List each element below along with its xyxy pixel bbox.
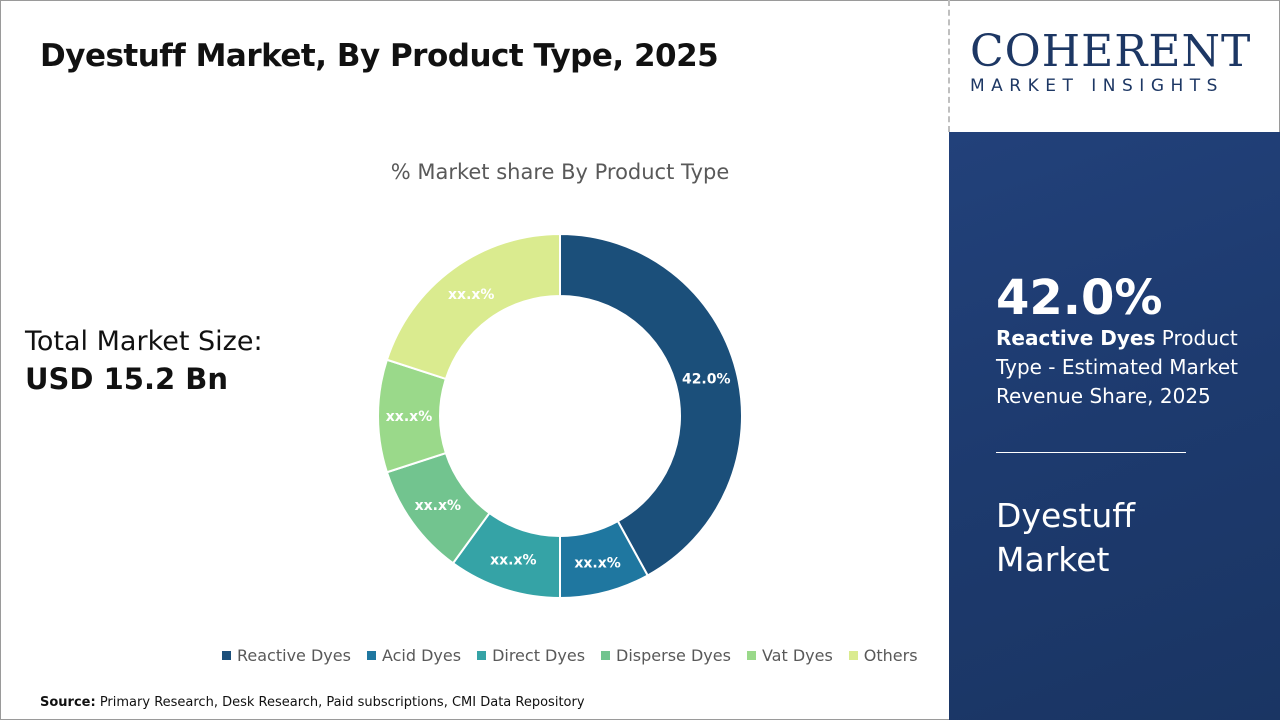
logo-main: COHERENT: [970, 26, 1252, 77]
legend-item: Disperse Dyes: [601, 646, 731, 665]
source-note: Source: Primary Research, Desk Research,…: [40, 695, 585, 710]
legend-swatch: [366, 651, 376, 660]
total-market-value: USD 15.2 Bn: [25, 362, 228, 396]
legend-swatch: [746, 651, 756, 660]
legend-item: Vat Dyes: [746, 646, 833, 665]
data-label: xx.x%: [490, 553, 536, 569]
legend-label: Direct Dyes: [492, 646, 586, 665]
legend-label: Others: [863, 646, 918, 665]
chart-title: % Market share By Product Type: [390, 160, 730, 184]
slice-others: [385, 232, 561, 381]
kpi-value: 42.0%: [996, 270, 1163, 326]
legend-label: Reactive Dyes: [237, 646, 351, 665]
legend-item: Acid Dyes: [366, 646, 462, 665]
data-label: xx.x%: [448, 287, 494, 303]
legend-swatch: [848, 651, 858, 660]
legend-swatch: [477, 651, 487, 660]
data-label: xx.x%: [415, 498, 461, 514]
legend-swatch: [222, 651, 231, 660]
kpi-segment: Reactive Dyes: [996, 326, 1156, 350]
data-label: xx.x%: [574, 555, 620, 571]
source-text: Primary Research, Desk Research, Paid su…: [95, 695, 585, 710]
logo-sub: MARKET INSIGHTS: [970, 76, 1224, 96]
data-label: xx.x%: [386, 409, 432, 425]
legend-item: Direct Dyes: [477, 646, 585, 665]
kpi-desc-text: Product Type - Estimated Market Revenue …: [996, 326, 1239, 408]
page-title: Dyestuff Market, By Product Type, 2025: [40, 38, 719, 74]
legend-swatch: [601, 651, 611, 660]
market-name: Dyestuff Market: [996, 496, 1136, 579]
legend: Reactive Dyes Acid Dyes Direct Dyes Dispers…: [222, 646, 918, 665]
legend-label: Acid Dyes: [381, 646, 462, 665]
panel-divider: [996, 452, 1186, 453]
legend-item: Others: [848, 646, 918, 665]
data-label: 42.0%: [682, 371, 731, 387]
legend-label: Disperse Dyes: [616, 646, 731, 665]
slice-reactive-dyes: [559, 232, 743, 577]
kpi-description: Reactive Dyes Product Type - Estimated M…: [996, 324, 1256, 411]
legend-label: Vat Dyes: [761, 646, 833, 665]
highlight-panel: 42.0% Reactive Dyes Product Type - Estim…: [949, 132, 1280, 720]
total-market-label: Total Market Size:: [25, 326, 263, 357]
divider: [948, 0, 950, 132]
source-label: Source:: [40, 695, 96, 710]
legend-item: Reactive Dyes: [222, 646, 351, 665]
logo: COHERENT MARKET INSIGHTS: [970, 26, 1260, 97]
